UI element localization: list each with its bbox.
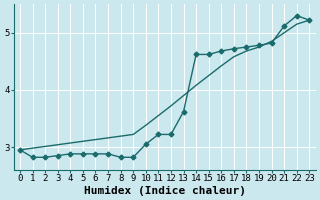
X-axis label: Humidex (Indice chaleur): Humidex (Indice chaleur) [84,186,246,196]
